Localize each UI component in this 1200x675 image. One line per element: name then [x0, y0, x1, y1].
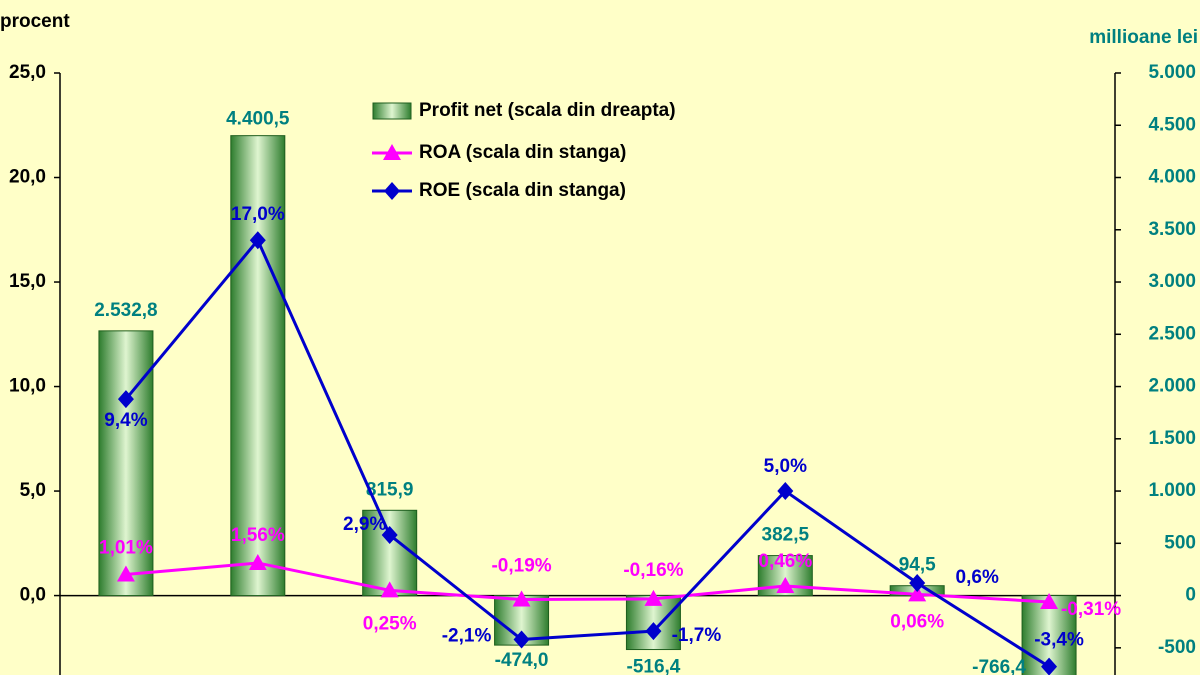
marker	[249, 231, 266, 250]
bar-value-label: 94,5	[899, 555, 936, 576]
y-tick-label: 15,0	[9, 271, 46, 292]
marker	[512, 590, 531, 607]
legend-label: Profit net (scala din dreapta)	[419, 100, 676, 121]
point-value-label: 0,6%	[956, 567, 999, 588]
y2-tick-label: 4.500	[1148, 114, 1196, 135]
line	[125, 561, 1050, 604]
marker	[381, 525, 398, 544]
point-value-label: 1,01%	[99, 537, 153, 558]
legend-swatch	[372, 102, 412, 120]
y-tick-label: 25,0	[9, 62, 46, 83]
point-value-label: 9,4%	[104, 410, 147, 431]
point-value-label: 0,46%	[758, 551, 812, 572]
marker	[776, 576, 795, 593]
point-value-label: 17,0%	[231, 204, 285, 225]
marker	[908, 585, 927, 602]
marker	[909, 574, 926, 593]
y-axis-title: procent	[0, 11, 70, 32]
bar	[230, 135, 286, 597]
point-value-label: -0,31%	[1061, 599, 1121, 620]
marker	[1040, 593, 1059, 610]
marker	[116, 565, 135, 582]
bar-value-label: -474,0	[495, 650, 549, 671]
bar-value-label: -516,4	[627, 657, 681, 675]
y2-tick-label: 1.000	[1148, 480, 1196, 501]
marker	[380, 581, 399, 598]
y2-tick-label: 2.000	[1148, 376, 1196, 397]
point-value-label: -3,4%	[1034, 630, 1084, 651]
marker	[513, 630, 530, 649]
y2-tick-label: 2.500	[1148, 323, 1196, 344]
point-value-label: -1,7%	[672, 625, 722, 646]
line	[124, 237, 1050, 668]
point-value-label: 5,0%	[764, 456, 807, 477]
point-value-label: 1,56%	[231, 525, 285, 546]
marker	[777, 482, 794, 501]
y2-tick-label: 1.500	[1148, 428, 1196, 449]
y-tick-label: 10,0	[9, 376, 46, 397]
marker	[1041, 657, 1058, 675]
marker	[117, 390, 134, 409]
y2-tick-label: 5.000	[1148, 62, 1196, 83]
y-tick-label: 0,0	[20, 585, 46, 606]
bar-value-label: 2.532,8	[94, 300, 157, 321]
y2-tick-label: 4.000	[1148, 167, 1196, 188]
bar-value-label: -766,4	[972, 657, 1026, 675]
y2-axis-title: millioane lei	[1089, 27, 1198, 48]
legend-marker	[384, 182, 400, 200]
point-value-label: -0,16%	[623, 560, 683, 581]
point-value-label: 0,25%	[363, 613, 417, 634]
y-tick-label: 5,0	[20, 480, 46, 501]
point-value-label: 0,06%	[890, 611, 944, 632]
y-tick-label: 20,0	[9, 167, 46, 188]
marker	[645, 622, 662, 641]
point-value-label: -0,19%	[491, 556, 551, 577]
bar-value-label: 382,5	[762, 525, 810, 546]
y2-tick-label: 500	[1164, 532, 1196, 553]
y2-tick-label: -500	[1158, 637, 1196, 658]
marker	[644, 589, 663, 606]
legend-label: ROA (scala din stanga)	[419, 142, 626, 163]
marker	[248, 553, 267, 570]
y2-tick-label: 3.000	[1148, 271, 1196, 292]
y2-tick-label: 3.500	[1148, 219, 1196, 240]
point-value-label: -2,1%	[442, 625, 492, 646]
bar-value-label: 4.400,5	[226, 109, 290, 130]
bar	[98, 330, 154, 597]
legend-label: ROE (scala din stanga)	[419, 180, 626, 201]
y2-tick-label: 0	[1185, 585, 1196, 606]
legend-marker	[383, 144, 401, 160]
bar-value-label: 815,9	[366, 479, 414, 500]
point-value-label: 2,9%	[343, 514, 386, 535]
